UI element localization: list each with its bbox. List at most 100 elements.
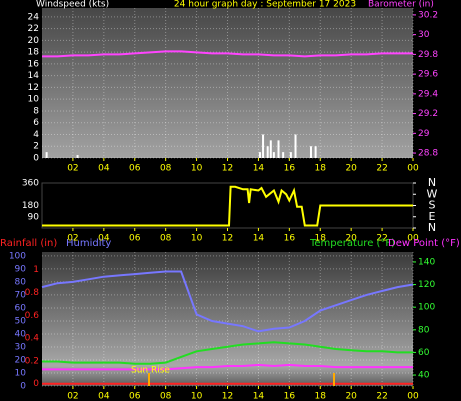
y-tick-label: 2 [33, 142, 39, 152]
y-tick-label: 360 [22, 179, 39, 189]
bar [45, 152, 48, 158]
y-tick-label: 90 [28, 212, 40, 222]
series-line [42, 185, 413, 227]
y2-tick-label: 29.6 [418, 70, 438, 80]
x-tick-label: 02 [67, 392, 78, 401]
y-tick-label: 70 [15, 290, 27, 300]
y2-tick-label: N [428, 221, 436, 234]
y2-tick-label: E [429, 210, 436, 223]
y2-tick-label: N [428, 176, 436, 189]
y3-tick-label: 1 [33, 265, 39, 275]
x-tick-label: 20 [345, 164, 357, 174]
x-tick-label: 12 [222, 164, 233, 174]
x-tick-label: 18 [315, 392, 327, 401]
y2-tick-label: 80 [418, 325, 430, 335]
legend-entry: Humidity [66, 238, 111, 249]
x-tick-label: 00 [407, 392, 419, 401]
y-tick-label: 0 [20, 382, 26, 392]
y2-tick-label: 30.2 [418, 10, 438, 20]
y2-tick-label: S [429, 199, 436, 212]
y-tick-label: 22 [28, 24, 39, 34]
y-tick-label: 60 [15, 303, 27, 313]
y2-tick-label: 120 [418, 280, 435, 290]
x-tick-label: 22 [376, 392, 387, 401]
bar [309, 146, 312, 158]
y-tick-label: 180 [22, 201, 39, 211]
x-tick-label: 02 [67, 234, 78, 244]
series-line [42, 341, 413, 365]
y-tick-label: 40 [15, 329, 27, 339]
x-tick-label: 14 [253, 392, 265, 401]
x-tick-label: 12 [222, 392, 233, 401]
y-tick-label: 80 [15, 277, 27, 287]
x-tick-label: 00 [407, 234, 419, 244]
bar [262, 134, 265, 158]
y2-tick-label: W [427, 187, 438, 200]
x-tick-label: 08 [160, 234, 172, 244]
y3-tick-label: 0.8 [25, 288, 40, 298]
y-tick-label: 14 [28, 71, 40, 81]
series-line [42, 363, 413, 371]
bar [272, 152, 275, 158]
y-tick-label: 0 [33, 154, 39, 164]
panel-temperature [42, 252, 413, 386]
y-tick-label: 18 [28, 48, 40, 58]
y-tick-label: 4 [33, 130, 39, 140]
x-tick-label: 10 [191, 234, 203, 244]
y2-tick-label: 28.8 [418, 149, 438, 159]
bar [266, 146, 269, 158]
x-tick-label: 12 [222, 234, 233, 244]
y-axis-label: Windspeed (kts) [36, 0, 109, 10]
x-tick-label: 00 [407, 164, 419, 174]
y3-tick-label: 0 [33, 379, 39, 389]
x-tick-label: 08 [160, 164, 172, 174]
bar [277, 140, 280, 158]
y-tick-label: 6 [33, 118, 39, 128]
bar [282, 152, 285, 158]
y2-tick-label: 30 [418, 30, 430, 40]
y-tick-label: 8 [33, 106, 39, 116]
y3-tick-label: 0.2 [25, 356, 39, 366]
x-tick-label: 10 [191, 392, 203, 401]
annotation: Sun Rise [131, 366, 170, 376]
x-tick-label: 06 [129, 234, 141, 244]
chart-title: 24 hour graph day : September 17 2023 [174, 0, 356, 10]
y-tick-label: 20 [15, 355, 27, 365]
y3-tick-label: 0.4 [25, 334, 40, 344]
x-tick-label: 10 [191, 164, 203, 174]
x-tick-label: 22 [376, 164, 387, 174]
x-tick-label: 18 [315, 164, 327, 174]
x-tick-label: 18 [315, 234, 327, 244]
plots: 02 04 06 08 10 12 14 16 18 20 22 000246810121416182… [0, 8, 460, 401]
y-tick-label: 10 [15, 368, 27, 378]
y-tick-label: 10 [28, 95, 40, 105]
x-tick-label: 06 [129, 164, 141, 174]
x-tick-label: 02 [67, 164, 78, 174]
x-tick-label: 04 [98, 164, 110, 174]
series-line [41, 270, 414, 333]
y2-tick-label: 29.8 [418, 50, 438, 60]
panel-wind-speed [42, 8, 413, 158]
y2-axis-label: Barometer (in) [368, 0, 434, 10]
x-tick-label: 22 [376, 234, 387, 244]
y2-tick-label: 60 [418, 348, 430, 358]
series-line [42, 50, 413, 58]
x-tick-label: 20 [345, 392, 357, 401]
y2-tick-label: 29.4 [418, 89, 438, 99]
legend-entry: Rainfall (in) [0, 238, 57, 249]
x-tick-label: 20 [345, 234, 357, 244]
bar [269, 140, 272, 158]
bar [314, 146, 317, 158]
y2-tick-label: 100 [418, 303, 435, 313]
x-tick-label: 06 [129, 392, 141, 401]
legend-entry: Dew Point (°F) [388, 238, 460, 249]
y-tick-label: 90 [15, 264, 27, 274]
x-tick-label: 14 [253, 234, 265, 244]
legend-entry: Temperature (°F) [309, 238, 395, 249]
x-tick-label: 14 [253, 164, 265, 174]
y-tick-label: 50 [15, 316, 27, 326]
y3-tick-label: 0.6 [25, 311, 40, 321]
y-tick-label: 16 [28, 59, 40, 69]
